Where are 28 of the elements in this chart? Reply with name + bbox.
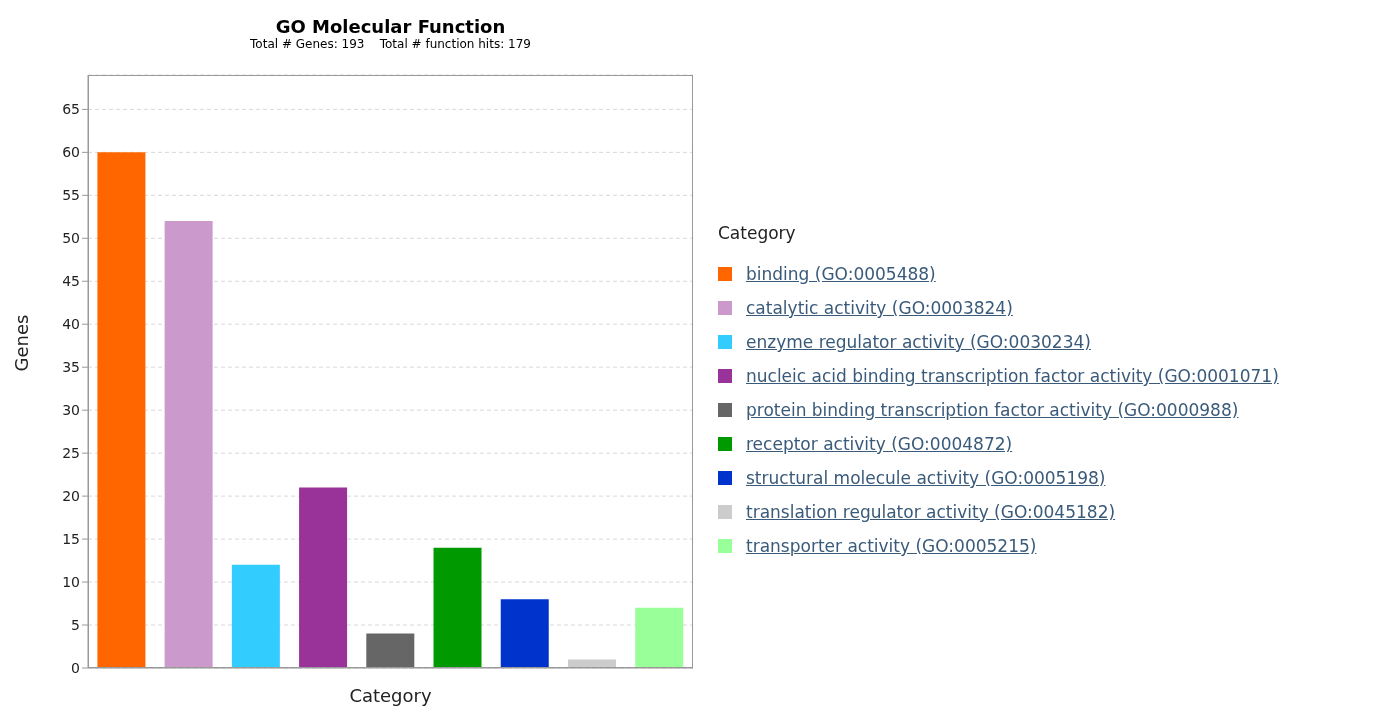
y-tick-label: 40 [62,316,80,333]
y-tick-label: 55 [62,187,80,204]
legend-label: transporter activity (GO:0005215) [746,536,1037,556]
y-tick-label: 20 [62,488,80,505]
legend-label: protein binding transcription factor activity (GO:0000988) [746,400,1239,420]
y-tick-label: 25 [62,445,80,462]
y-tick-label: 10 [62,574,80,591]
legend-label: binding (GO:0005488) [746,264,936,284]
y-tick-label: 0 [71,659,80,676]
y-tick-label: 65 [62,101,80,118]
legend-label: nucleic acid binding transcription factor activity (GO:0001071) [746,366,1279,386]
legend-label: enzyme regulator activity (GO:0030234) [746,332,1091,352]
y-tick-label: 45 [62,273,80,290]
y-tick-label: 35 [62,359,80,376]
legend-label: catalytic activity (GO:0003824) [746,298,1013,318]
legend-label: structural molecule activity (GO:0005198) [746,468,1106,488]
chart-subtitle: Total # Genes: 193 Total # function hits: 179 [249,37,532,51]
y-tick-label: 15 [62,531,80,548]
legend-title: Category [718,223,797,243]
x-axis-title: Category [349,685,432,706]
y-tick-label: 50 [62,230,80,247]
y-axis-title: Genes [11,314,33,372]
chart-title: GO Molecular Function [274,16,507,37]
legend-label: receptor activity (GO:0004872) [746,434,1013,454]
y-tick-label: 5 [71,617,80,633]
y-tick-label: 30 [62,402,80,419]
y-tick-label: 60 [62,144,80,161]
legend-label: translation regulator activity (GO:0045182) [746,502,1116,522]
